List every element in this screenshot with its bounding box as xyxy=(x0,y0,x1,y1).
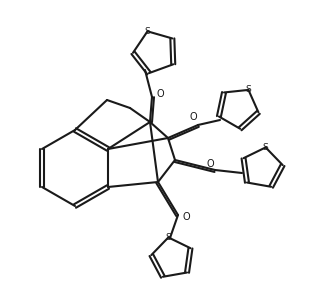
Text: S: S xyxy=(166,233,171,242)
Text: O: O xyxy=(156,89,164,99)
Text: S: S xyxy=(263,143,269,152)
Text: O: O xyxy=(189,112,197,122)
Text: S: S xyxy=(246,85,251,94)
Text: S: S xyxy=(145,27,150,36)
Text: O: O xyxy=(206,159,214,169)
Text: O: O xyxy=(182,212,190,222)
